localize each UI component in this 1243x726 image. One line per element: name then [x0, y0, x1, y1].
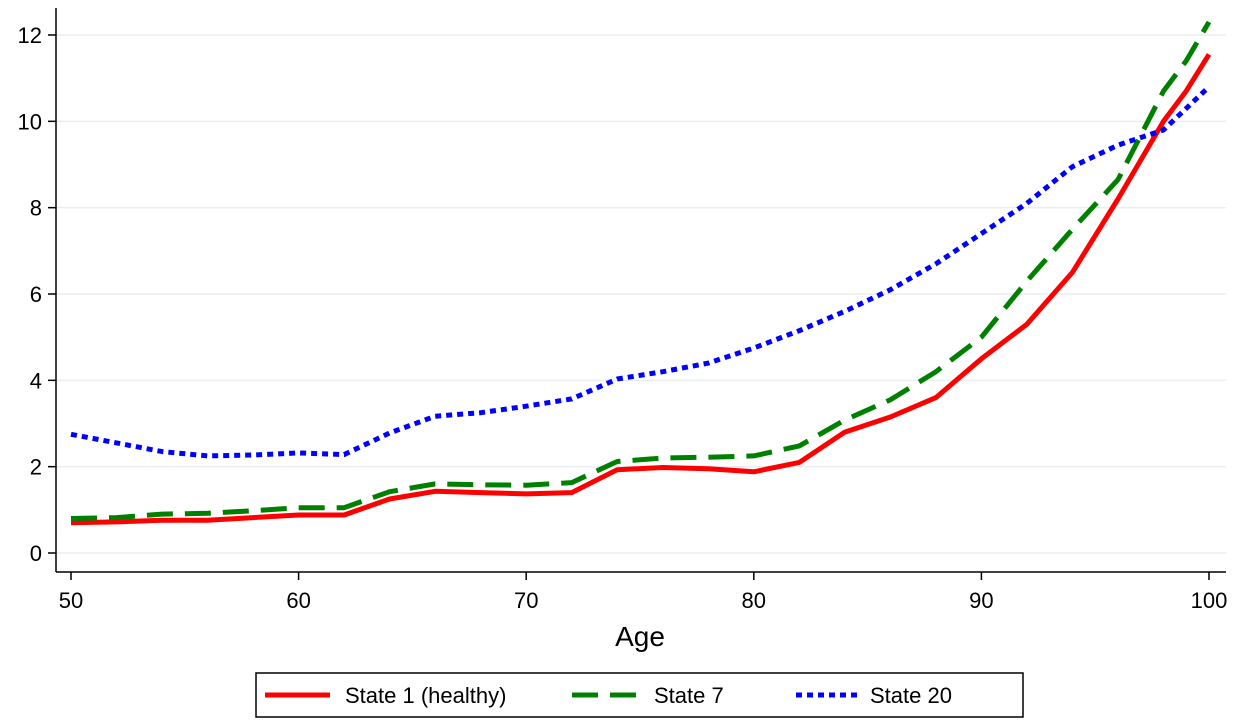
series-line-3	[70, 84, 1211, 459]
legend-box	[255, 672, 1024, 718]
series-lines	[70, 20, 1212, 526]
legend-label-2: State 7	[654, 683, 724, 708]
x-tick-label: 60	[286, 588, 310, 613]
series-line-1	[70, 53, 1212, 526]
x-tick-label: 70	[514, 588, 538, 613]
y-tick-label: 0	[30, 541, 42, 566]
legend: State 1 (healthy) State 7 State 20	[255, 672, 1024, 718]
y-tick-label: 12	[18, 23, 42, 48]
x-tick-label: 80	[742, 588, 766, 613]
axes	[48, 8, 1226, 580]
gridlines	[56, 34, 1226, 554]
legend-label-3: State 20	[870, 683, 952, 708]
x-tick-label: 50	[59, 588, 83, 613]
tick-labels: 0 2 4 6 8 10 12 50 60 70 80 90 100	[18, 23, 1228, 613]
x-tick-label: 90	[969, 588, 993, 613]
y-tick-label: 10	[18, 109, 42, 134]
y-tick-label: 6	[30, 282, 42, 307]
legend-label-1: State 1 (healthy)	[345, 683, 506, 708]
series-line-2	[70, 20, 1212, 521]
x-tick-label: 100	[1191, 588, 1228, 613]
y-tick-label: 2	[30, 455, 42, 480]
y-tick-label: 4	[30, 368, 42, 393]
x-axis-title: Age	[615, 621, 665, 652]
y-tick-label: 8	[30, 196, 42, 221]
